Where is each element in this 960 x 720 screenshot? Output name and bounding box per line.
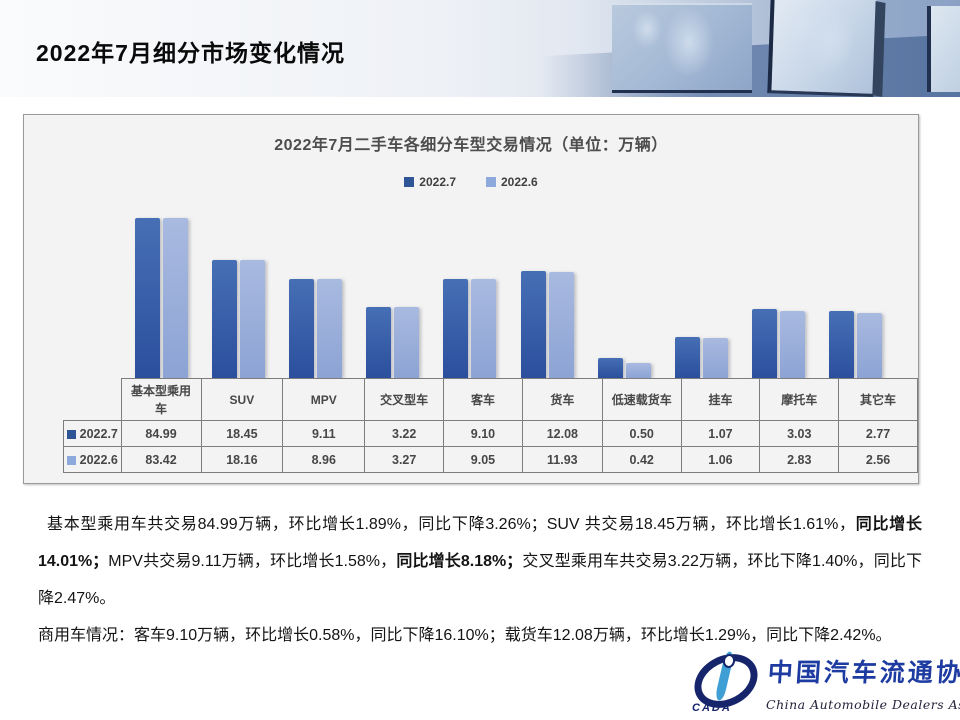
decor-cube-left <box>612 3 752 93</box>
column-header-SUV: SUV <box>200 378 284 421</box>
column-header-挂车: 挂车 <box>680 378 761 421</box>
text-run: MPV共交易9.11万辆，环比增长1.58%， <box>108 553 397 570</box>
bar-2022.7-其它车 <box>828 311 854 378</box>
table-corner-cell <box>64 379 122 421</box>
bar-2022.7-交叉型车 <box>366 307 392 378</box>
header-banner: 2022年7月细分市场变化情况 <box>0 0 960 97</box>
cada-logo-mark-icon: CADA <box>685 643 767 719</box>
page-title: 2022年7月细分市场变化情况 <box>36 40 345 66</box>
value-cell-2022.6-摩托车: 2.83 <box>759 446 840 473</box>
column-header-其它车: 其它车 <box>838 378 918 421</box>
row-label-2022.7: 2022.7 <box>63 420 122 447</box>
bar-2022.6-挂车 <box>702 337 728 378</box>
bar-2022.6-货车 <box>548 271 574 378</box>
text-run: 交叉型乘用车共交易3.22万辆，环比下降1.40%，同比下降2.47%。 <box>38 553 922 607</box>
bar-2022.6-客车 <box>471 279 497 378</box>
value-cell-2022.6-货车: 11.93 <box>521 446 603 473</box>
column-header-交叉型车: 交叉型车 <box>364 378 445 421</box>
bar-2022.6-交叉型车 <box>394 306 420 378</box>
analysis-paragraph-1: 基本型乘用车共交易84.99万辆，环比增长1.89%，同比下降3.26%；SUV… <box>38 506 922 617</box>
bar-2022.7-基本型乘用车 <box>135 217 161 378</box>
legend-item-2022-6: 2022.6 <box>486 175 538 189</box>
logo-cada-text: CADA <box>692 702 732 714</box>
column-header-MPV: MPV <box>282 378 366 421</box>
decor-cube-middle <box>767 0 886 97</box>
plot-area <box>123 212 894 378</box>
analysis-paragraph-2: 商用车情况：客车9.10万辆，环比增长0.58%，同比下降16.10%；载货车1… <box>38 627 892 644</box>
world-map-texture <box>612 3 752 90</box>
logo-name-cn: 中国汽车流通协会 <box>766 658 960 687</box>
value-cell-2022.7-客车: 9.10 <box>443 420 523 447</box>
bar-2022.7-货车 <box>520 271 546 378</box>
value-cell-2022.6-交叉型车: 3.27 <box>364 446 445 473</box>
bar-2022.7-摩托车 <box>751 308 777 378</box>
table-row-2022.7: 2022.7 84.99 18.45 9.11 3.22 9.10 12.08 0.50 1.0… <box>63 420 918 447</box>
legend-label: 2022.7 <box>419 175 456 189</box>
value-cell-2022.6-其它车: 2.56 <box>838 446 918 473</box>
value-cell-2022.6-MPV: 8.96 <box>282 446 366 473</box>
value-cell-2022.7-摩托车: 3.03 <box>759 420 840 447</box>
value-cell-2022.6-挂车: 1.06 <box>680 446 761 473</box>
legend-item-2022-7: 2022.7 <box>404 175 456 189</box>
column-header-摩托车: 摩托车 <box>759 378 840 421</box>
bar-2022.6-其它车 <box>856 313 882 378</box>
data-table: 基本型乘用车 SUV MPV 交叉型车 客车 货车 低速载货车 挂车 摩托车 其它车 2022.7 8… <box>63 378 918 473</box>
text-run: 基本型乘用车共交易84.99万辆，环比增长1.89%，同比下降3.26%；SUV… <box>47 516 856 533</box>
legend-swatch-icon <box>404 177 415 187</box>
value-cell-2022.6-基本型乘用车: 83.42 <box>120 446 202 473</box>
logo-name-en: China Automobile Dealers Association <box>766 697 960 712</box>
bar-2022.7-低速载货车 <box>597 358 623 378</box>
bar-2022.6-MPV <box>317 279 343 378</box>
legend-swatch-icon <box>486 177 496 187</box>
value-cell-2022.7-低速载货车: 0.50 <box>601 420 682 447</box>
series-swatch-icon <box>66 455 76 465</box>
chart-title: 2022年7月二手车各细分车型交易情况（单位：万辆） <box>274 137 668 154</box>
cada-logo: CADA 中国汽车流通协会 China Automobile Dealers A… <box>685 643 960 719</box>
bar-2022.7-客车 <box>443 278 469 378</box>
value-cell-2022.6-低速载货车: 0.42 <box>601 446 682 473</box>
value-cell-2022.6-客车: 9.05 <box>443 446 523 473</box>
bar-2022.7-挂车 <box>674 337 700 378</box>
column-header-货车: 货车 <box>521 378 603 421</box>
bar-2022.6-摩托车 <box>779 310 805 378</box>
value-cell-2022.7-SUV: 18.45 <box>200 420 284 447</box>
value-cell-2022.7-货车: 12.08 <box>521 420 603 447</box>
bar-2022.7-SUV <box>212 259 238 378</box>
chart-card: 2022年7月二手车各细分车型交易情况（单位：万辆） 2022.7 2022.6… <box>23 114 919 484</box>
column-header-客车: 客车 <box>443 378 523 421</box>
legend-label: 2022.6 <box>501 175 538 189</box>
bar-2022.7-MPV <box>289 278 315 378</box>
value-cell-2022.6-SUV: 18.16 <box>200 446 284 473</box>
table-row-2022.6: 2022.6 83.42 18.16 8.96 3.27 9.05 11.93 0.42 1.0… <box>63 446 918 473</box>
bar-2022.6-SUV <box>240 260 266 378</box>
bar-2022.6-低速载货车 <box>625 362 651 378</box>
legend: 2022.7 2022.6 <box>24 175 918 189</box>
series-swatch-icon <box>66 429 76 439</box>
bar-2022.6-基本型乘用车 <box>163 218 189 378</box>
value-cell-2022.7-其它车: 2.77 <box>838 420 918 447</box>
world-map-texture <box>771 0 877 94</box>
decor-cube-right <box>927 6 960 92</box>
value-cell-2022.7-交叉型车: 3.22 <box>364 420 445 447</box>
column-header-低速载货车: 低速载货车 <box>601 378 682 421</box>
column-header-基本型乘用车: 基本型乘用车 <box>120 378 202 421</box>
value-cell-2022.7-挂车: 1.07 <box>680 420 761 447</box>
highlight-yoy-suv: 同比增长14.01%； <box>38 516 922 570</box>
highlight-yoy-mpv: 同比增长8.18%； <box>396 553 523 570</box>
value-cell-2022.7-MPV: 9.11 <box>282 420 366 447</box>
value-cell-2022.7-基本型乘用车: 84.99 <box>120 420 202 447</box>
row-label-2022.6: 2022.6 <box>63 446 122 473</box>
